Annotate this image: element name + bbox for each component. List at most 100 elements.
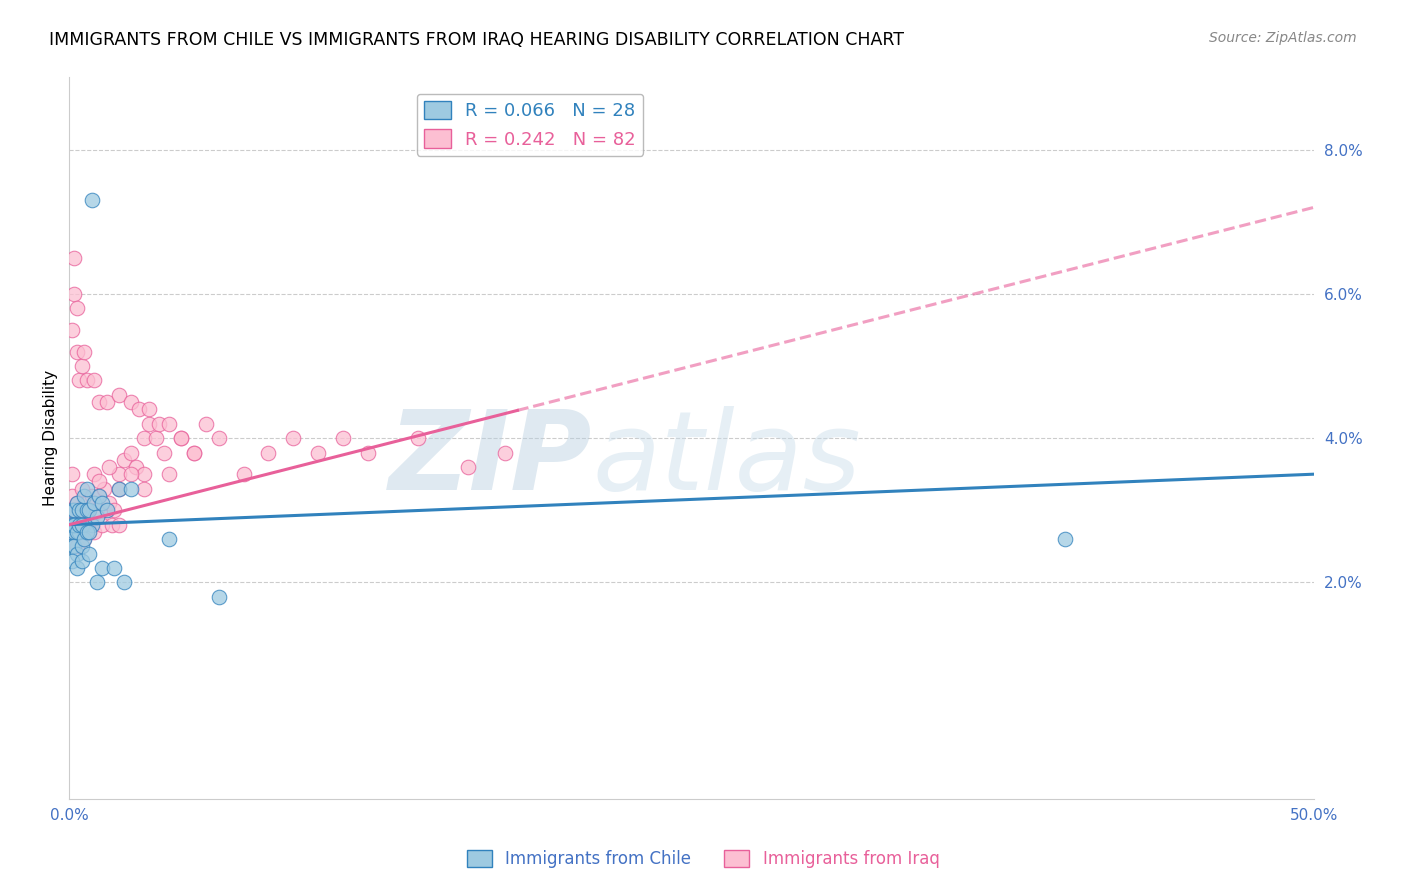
Point	[67, 503, 90, 517]
Point	[96, 503, 118, 517]
Point	[60, 323, 83, 337]
Point	[132, 467, 155, 482]
Point	[208, 431, 231, 445]
Point	[183, 445, 205, 459]
Point	[70, 482, 93, 496]
Point	[66, 496, 89, 510]
Point	[83, 496, 105, 510]
Point	[66, 344, 89, 359]
Point	[121, 482, 143, 496]
Point	[76, 496, 98, 510]
Point	[66, 539, 89, 553]
Point	[77, 547, 100, 561]
Point	[73, 503, 96, 517]
Point	[67, 524, 90, 539]
Point	[108, 517, 131, 532]
Point	[98, 459, 121, 474]
Point	[73, 489, 96, 503]
Point	[90, 561, 112, 575]
Point	[494, 445, 516, 459]
Point	[157, 417, 180, 431]
Point	[67, 524, 90, 539]
Point	[87, 489, 110, 503]
Point	[60, 489, 83, 503]
Point	[73, 344, 96, 359]
Point	[63, 524, 86, 539]
Point	[77, 524, 100, 539]
Point	[60, 503, 83, 517]
Point	[83, 496, 105, 510]
Point	[87, 489, 110, 503]
Point	[83, 373, 105, 387]
Point	[170, 431, 193, 445]
Point	[62, 517, 84, 532]
Point	[108, 467, 131, 482]
Point	[67, 503, 90, 517]
Point	[145, 431, 167, 445]
Point	[232, 467, 254, 482]
Y-axis label: Hearing Disability: Hearing Disability	[44, 370, 58, 506]
Point	[83, 467, 105, 482]
Point	[121, 467, 143, 482]
Point	[157, 532, 180, 546]
Point	[60, 539, 83, 553]
Point	[70, 539, 93, 553]
Point	[90, 517, 112, 532]
Point	[96, 395, 118, 409]
Point	[60, 554, 83, 568]
Point	[76, 373, 98, 387]
Point	[125, 459, 148, 474]
Point	[77, 524, 100, 539]
Point	[332, 431, 354, 445]
Point	[307, 445, 329, 459]
Point	[70, 517, 93, 532]
Point	[63, 286, 86, 301]
Legend: R = 0.066   N = 28, R = 0.242   N = 82: R = 0.066 N = 28, R = 0.242 N = 82	[416, 94, 643, 156]
Point	[80, 517, 103, 532]
Point	[73, 532, 96, 546]
Point	[208, 590, 231, 604]
Point	[128, 402, 150, 417]
Point	[66, 561, 89, 575]
Point	[66, 547, 89, 561]
Point	[153, 445, 176, 459]
Point	[138, 402, 160, 417]
Point	[457, 459, 479, 474]
Point	[86, 503, 108, 517]
Point	[70, 503, 93, 517]
Point	[67, 517, 90, 532]
Point	[257, 445, 280, 459]
Point	[63, 503, 86, 517]
Point	[87, 395, 110, 409]
Point	[73, 517, 96, 532]
Text: Source: ZipAtlas.com: Source: ZipAtlas.com	[1209, 31, 1357, 45]
Point	[406, 431, 429, 445]
Point	[357, 445, 380, 459]
Point	[138, 417, 160, 431]
Point	[59, 524, 82, 539]
Point	[195, 417, 218, 431]
Point	[90, 496, 112, 510]
Point	[108, 482, 131, 496]
Point	[60, 517, 83, 532]
Point	[66, 524, 89, 539]
Point	[63, 503, 86, 517]
Text: atlas: atlas	[592, 406, 860, 513]
Point	[170, 431, 193, 445]
Point	[183, 445, 205, 459]
Point	[108, 388, 131, 402]
Point	[283, 431, 305, 445]
Point	[63, 539, 86, 553]
Point	[157, 467, 180, 482]
Point	[66, 517, 89, 532]
Text: ZIP: ZIP	[388, 406, 592, 513]
Point	[93, 482, 115, 496]
Point	[132, 431, 155, 445]
Point	[112, 452, 135, 467]
Point	[70, 554, 93, 568]
Point	[77, 503, 100, 517]
Point	[67, 373, 90, 387]
Point	[1054, 532, 1077, 546]
Point	[96, 503, 118, 517]
Point	[63, 524, 86, 539]
